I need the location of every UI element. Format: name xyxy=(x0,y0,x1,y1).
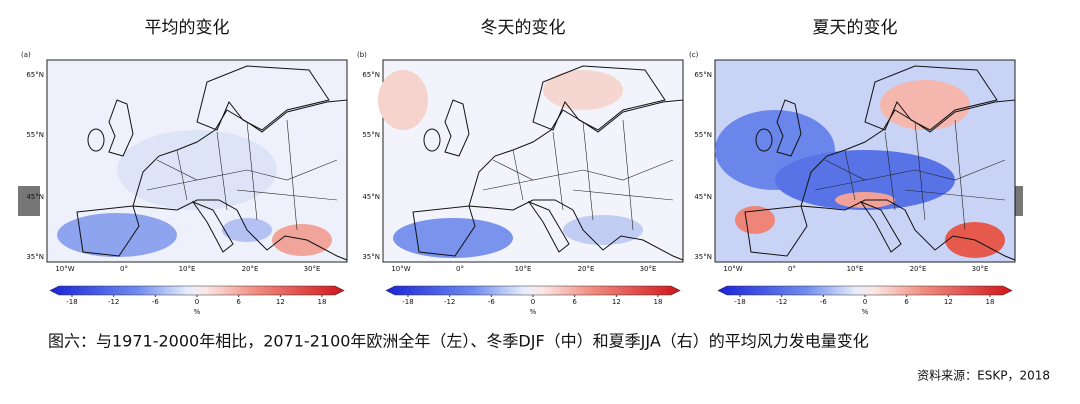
lat-label: 45°N xyxy=(26,193,44,201)
colorbar-tick-label: 12 xyxy=(276,298,285,306)
lat-label: 55°N xyxy=(26,131,44,139)
lon-label: 30°E xyxy=(640,265,657,273)
lon-label: 20°E xyxy=(578,265,595,273)
panel-title: 冬天的变化 xyxy=(481,18,566,38)
lon-label: 0° xyxy=(456,265,464,273)
source: 资料来源：ESKP，2018 xyxy=(917,369,1050,383)
colorbar-tick-label: -18 xyxy=(734,298,745,306)
colorbar xyxy=(385,285,681,296)
map xyxy=(378,59,684,263)
lat-label: 45°N xyxy=(694,193,712,201)
panel-label: (b) xyxy=(357,51,367,59)
lat-label: 55°N xyxy=(362,131,380,139)
lat-label: 35°N xyxy=(26,253,44,261)
colorbar-tick-label: -12 xyxy=(776,298,787,306)
colorbar-tick-label: 6 xyxy=(572,298,577,306)
colorbar-tick-label: 0 xyxy=(195,298,199,306)
colorbar-tick-label: 18 xyxy=(654,298,663,306)
nav-tab[interactable] xyxy=(18,186,40,216)
colorbar-tick-label: -12 xyxy=(108,298,119,306)
lat-label: 55°N xyxy=(694,131,712,139)
lon-label: 20°E xyxy=(910,265,927,273)
colorbar-unit: % xyxy=(194,308,201,316)
lat-label: 35°N xyxy=(362,253,380,261)
panel-label: (a) xyxy=(21,51,31,59)
colorbar-tick-label: 18 xyxy=(318,298,327,306)
colorbar xyxy=(49,285,345,296)
colorbar-tick-label: 6 xyxy=(236,298,241,306)
colorbar-tick-label: -18 xyxy=(402,298,413,306)
lon-label: 20°E xyxy=(242,265,259,273)
colorbar-unit: % xyxy=(530,308,537,316)
lon-label: 30°E xyxy=(304,265,321,273)
colorbar-tick-label: 18 xyxy=(986,298,995,306)
lon-label: 10°E xyxy=(515,265,532,273)
colorbar-tick-label: 6 xyxy=(904,298,909,306)
colorbar-unit: % xyxy=(862,308,869,316)
lat-label: 65°N xyxy=(26,71,44,79)
lon-label: 0° xyxy=(120,265,128,273)
colorbar-tick-label: -6 xyxy=(820,298,828,306)
colorbar xyxy=(717,285,1013,296)
lat-label: 45°N xyxy=(362,193,380,201)
panel-label: (c) xyxy=(689,51,699,59)
lon-label: 10°E xyxy=(179,265,196,273)
lon-label: 0° xyxy=(788,265,796,273)
lon-label: 10°W xyxy=(391,265,410,273)
caption: 图六：与1971-2000年相比，2071-2100年欧洲全年（左）、冬季DJF… xyxy=(48,332,869,351)
lon-label: 30°E xyxy=(972,265,989,273)
colorbar-tick-label: -12 xyxy=(444,298,455,306)
map xyxy=(46,59,348,263)
colorbar-tick-label: -6 xyxy=(152,298,160,306)
colorbar-tick-label: 12 xyxy=(612,298,621,306)
lon-label: 10°W xyxy=(723,265,742,273)
lon-label: 10°W xyxy=(55,265,74,273)
colorbar-tick-label: 12 xyxy=(944,298,953,306)
panel-title: 平均的变化 xyxy=(145,18,230,38)
colorbar-tick-label: 0 xyxy=(531,298,535,306)
lon-label: 10°E xyxy=(847,265,864,273)
lat-label: 35°N xyxy=(694,253,712,261)
panel-title: 夏天的变化 xyxy=(813,18,898,38)
colorbar-tick-label: -6 xyxy=(488,298,496,306)
lat-label: 65°N xyxy=(362,71,380,79)
colorbar-tick-label: -18 xyxy=(66,298,77,306)
lat-label: 65°N xyxy=(694,71,712,79)
colorbar-tick-label: 0 xyxy=(863,298,867,306)
map xyxy=(714,59,1016,263)
